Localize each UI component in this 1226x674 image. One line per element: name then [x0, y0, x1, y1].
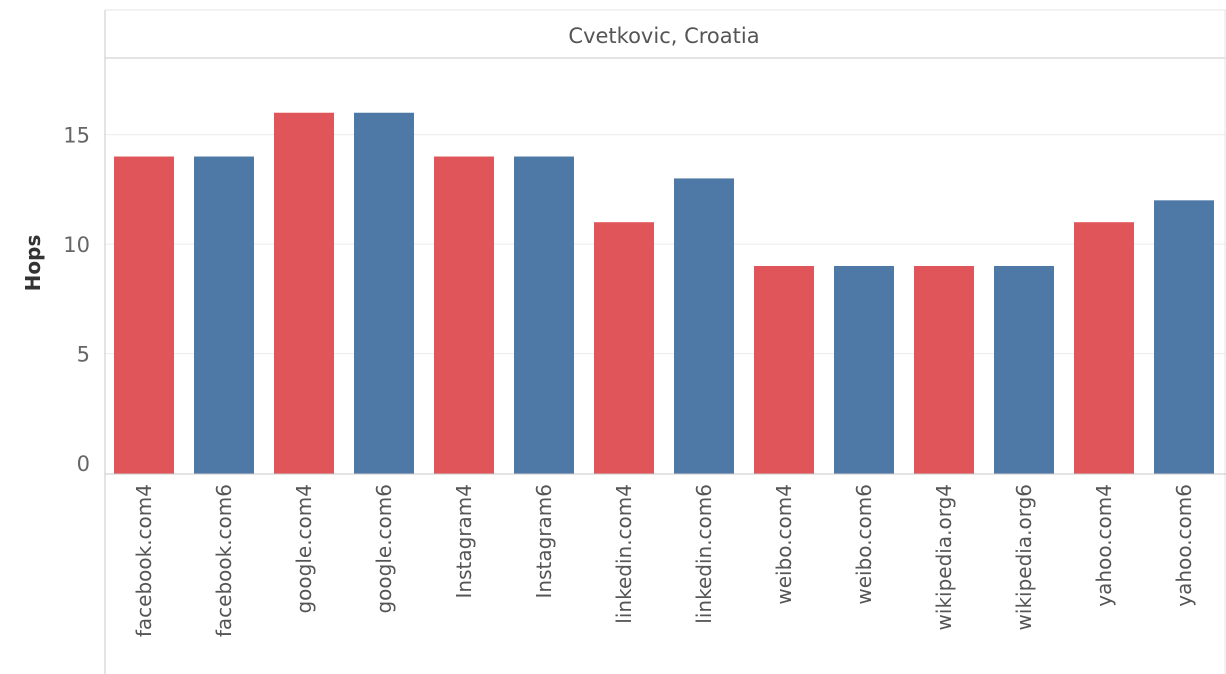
bar	[114, 156, 174, 475]
x-tick-label: google.com4	[292, 484, 316, 614]
x-tick-label: yahoo.com6	[1172, 484, 1196, 607]
bar	[594, 222, 654, 474]
x-tick-label: linkedin.com6	[692, 484, 716, 624]
bar	[994, 266, 1054, 474]
chart-title: Cvetkovic, Croatia	[568, 24, 759, 48]
x-tick-label: facebook.com6	[212, 484, 236, 637]
bar	[274, 112, 334, 474]
bar	[354, 112, 414, 474]
y-tick-label: 10	[63, 233, 90, 257]
x-tick-label: yahoo.com4	[1092, 484, 1116, 607]
x-tick-label: Instagram6	[532, 484, 556, 598]
y-tick-label: 5	[77, 343, 90, 367]
bar	[514, 156, 574, 475]
x-tick-label: weibo.com6	[852, 484, 876, 605]
bar	[674, 178, 734, 474]
bar	[834, 266, 894, 474]
bar	[754, 266, 814, 474]
bar	[914, 266, 974, 474]
y-tick-label: 15	[63, 124, 90, 148]
bar	[1074, 222, 1134, 474]
x-tick-label: weibo.com4	[772, 484, 796, 605]
x-tick-label: linkedin.com4	[612, 484, 636, 624]
x-tick-label: google.com6	[372, 484, 396, 614]
x-tick-label: Instagram4	[452, 484, 476, 598]
y-tick-label: 0	[77, 452, 90, 476]
x-tick-label: wikipedia.org4	[932, 484, 956, 630]
bar	[434, 156, 494, 475]
y-axis-title: Hops	[21, 235, 45, 292]
x-tick-label: wikipedia.org6	[1012, 484, 1036, 630]
bar	[194, 156, 254, 475]
x-tick-label: facebook.com4	[132, 484, 156, 637]
bar	[1154, 200, 1214, 474]
